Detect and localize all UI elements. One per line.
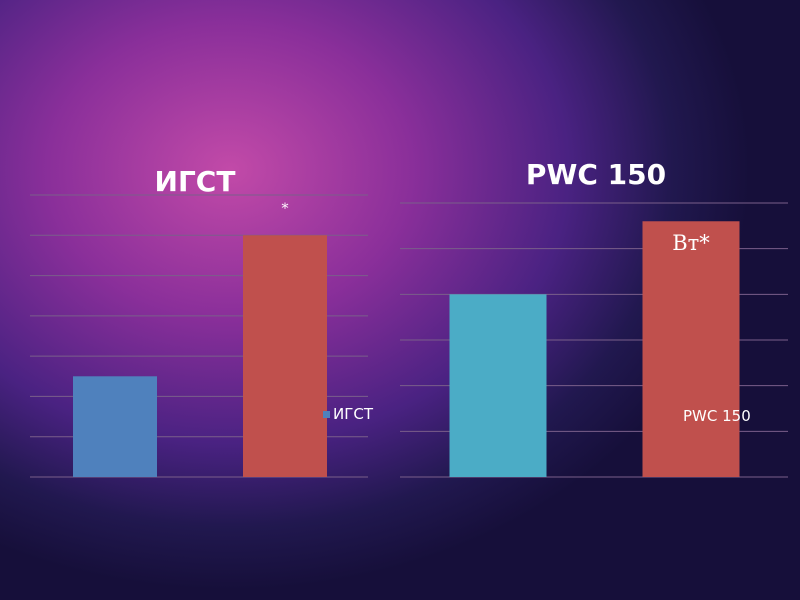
pwc150-chart-title: PWC 150 [525,158,667,191]
igst-bar-1 [73,376,157,477]
igst-significance-marker: * [281,201,289,218]
pwc150-legend-label: PWC 150 [683,407,751,425]
pwc150-bar-2 [642,221,740,477]
pwc150-unit-marker: Вт* [672,231,710,256]
igst-legend-label: ИГСТ [333,405,374,423]
igst-chart-title: ИГСТ [154,165,236,198]
igst-bar-2 [243,235,327,477]
igst-legend: ИГСТ [323,405,373,423]
pwc150-bar-1 [449,294,547,477]
pwc150-legend: PWC 150 [683,407,751,425]
igst-legend-swatch [323,410,330,418]
